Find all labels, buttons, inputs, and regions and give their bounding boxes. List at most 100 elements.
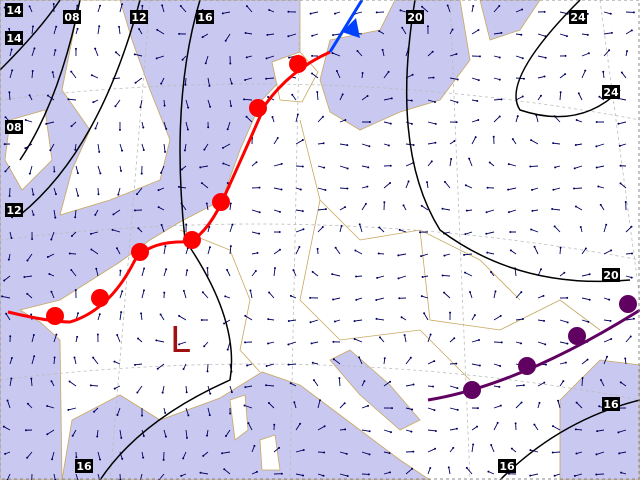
wind-arrow bbox=[251, 231, 260, 235]
wind-arrow-head bbox=[134, 363, 137, 366]
wind-arrow-head bbox=[267, 342, 270, 345]
wind-arrow bbox=[70, 71, 77, 79]
wind-arrow bbox=[358, 357, 363, 365]
wind-arrow-head bbox=[564, 54, 567, 57]
wind-arrow bbox=[68, 98, 77, 101]
wind-arrow-head bbox=[355, 275, 358, 278]
wind-arrow-head bbox=[465, 466, 468, 469]
wind-arrow bbox=[559, 319, 568, 323]
wind-arrow-head bbox=[10, 357, 13, 360]
wind-arrow-head bbox=[309, 12, 312, 15]
wind-arrow-head bbox=[244, 314, 247, 317]
wind-arrow bbox=[136, 385, 143, 393]
wind-arrow-head bbox=[323, 425, 326, 428]
wind-arrow-head bbox=[208, 414, 211, 417]
wind-arrow-head bbox=[316, 247, 319, 250]
wind-arrow bbox=[163, 269, 167, 277]
wind-arrow bbox=[266, 384, 275, 387]
wind-arrow-head bbox=[551, 208, 554, 211]
wind-arrow-head bbox=[223, 322, 226, 325]
wind-arrow-head bbox=[67, 98, 70, 101]
wind-arrow-head bbox=[619, 182, 622, 185]
wind-arrow-head bbox=[321, 226, 324, 229]
wind-arrow bbox=[317, 425, 325, 431]
wind-arrow bbox=[487, 252, 495, 255]
wind-arrow bbox=[295, 246, 300, 255]
wind-arrow bbox=[625, 336, 632, 343]
wind-arrow-head bbox=[595, 473, 598, 476]
wind-arrow-head bbox=[31, 237, 34, 240]
wind-arrow-head bbox=[539, 94, 542, 97]
wind-arrow bbox=[268, 402, 275, 409]
wind-arrow-head bbox=[344, 118, 347, 121]
wind-arrow-head bbox=[67, 408, 70, 411]
wind-arrow bbox=[493, 422, 499, 431]
wind-arrow-head bbox=[164, 411, 167, 414]
wind-arrow bbox=[207, 99, 211, 107]
wind-arrow bbox=[339, 187, 348, 189]
wind-arrow-head bbox=[389, 181, 392, 184]
occluded-front bbox=[427, 295, 640, 402]
wind-arrow-head bbox=[180, 168, 183, 171]
wind-arrow-head bbox=[302, 448, 305, 451]
wind-arrow bbox=[185, 99, 189, 108]
wind-arrow bbox=[222, 143, 231, 149]
wind-arrow-head bbox=[205, 434, 208, 437]
wind-arrow-head bbox=[433, 409, 436, 412]
wind-arrow bbox=[229, 99, 232, 107]
wind-arrow-head bbox=[514, 422, 517, 425]
wind-arrow-head bbox=[94, 127, 97, 130]
wind-arrow-head bbox=[53, 170, 56, 173]
wind-arrow-head bbox=[566, 342, 569, 345]
wind-arrow-head bbox=[298, 246, 301, 249]
wind-arrow-head bbox=[302, 474, 305, 477]
wind-arrow bbox=[493, 5, 500, 13]
wind-arrow bbox=[401, 27, 407, 35]
wind-arrow-head bbox=[74, 289, 77, 292]
wind-arrow bbox=[581, 297, 590, 301]
wind-arrow bbox=[141, 268, 145, 277]
wind-arrow bbox=[405, 407, 413, 410]
wind-arrow-head bbox=[485, 232, 488, 235]
wind-arrow bbox=[427, 407, 435, 411]
wind-arrow bbox=[361, 143, 370, 147]
wind-arrow bbox=[559, 362, 566, 365]
wind-arrow bbox=[493, 363, 501, 367]
wind-arrow bbox=[223, 163, 231, 167]
wind-arrow bbox=[597, 429, 605, 432]
wind-arrow bbox=[515, 384, 524, 387]
wind-arrow bbox=[625, 30, 633, 35]
wind-arrow bbox=[26, 293, 33, 299]
wind-arrow bbox=[618, 429, 627, 433]
wind-arrow-head bbox=[200, 182, 203, 185]
wind-arrow bbox=[163, 121, 167, 130]
wind-arrow bbox=[97, 314, 101, 321]
isobar-label: 08 bbox=[6, 121, 21, 134]
wind-arrow-head bbox=[364, 202, 367, 205]
wind-arrow-head bbox=[254, 269, 257, 272]
wind-arrow-head bbox=[553, 225, 556, 228]
wind-arrow-head bbox=[255, 470, 258, 473]
isobar-label: 20 bbox=[407, 11, 423, 24]
isobar-label-bg bbox=[5, 203, 23, 217]
wind-arrow bbox=[112, 229, 121, 233]
wind-arrow-head bbox=[32, 333, 35, 336]
wind-arrow bbox=[471, 136, 477, 145]
wind-arrow-head bbox=[599, 203, 602, 206]
wind-arrow-head bbox=[140, 172, 143, 175]
wind-arrow bbox=[405, 162, 414, 167]
wind-arrow-head bbox=[632, 11, 635, 14]
wind-arrow-head bbox=[287, 35, 290, 38]
wind-arrow-head bbox=[112, 213, 115, 216]
wind-arrow-head bbox=[624, 201, 627, 204]
wind-arrow-head bbox=[476, 407, 479, 410]
wind-arrow bbox=[114, 361, 121, 365]
wind-arrow bbox=[116, 334, 121, 343]
wind-arrow-head bbox=[450, 157, 453, 160]
wind-arrow-head bbox=[598, 95, 601, 98]
wind-arrow-head bbox=[353, 337, 356, 340]
wind-arrow-head bbox=[116, 333, 119, 336]
wind-arrow-head bbox=[267, 402, 270, 405]
wind-arrow bbox=[465, 231, 473, 235]
wind-arrow-head bbox=[346, 187, 349, 190]
